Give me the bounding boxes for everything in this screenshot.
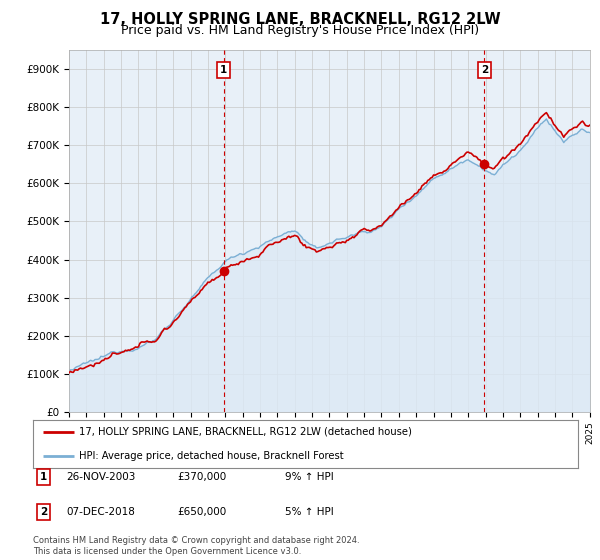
Text: 07-DEC-2018: 07-DEC-2018 <box>66 507 135 517</box>
Text: 5% ↑ HPI: 5% ↑ HPI <box>285 507 334 517</box>
Text: 9% ↑ HPI: 9% ↑ HPI <box>285 472 334 482</box>
Text: 1: 1 <box>40 472 47 482</box>
Text: 2: 2 <box>481 66 488 75</box>
Text: 1: 1 <box>220 66 227 75</box>
Text: £370,000: £370,000 <box>177 472 226 482</box>
Text: 26-NOV-2003: 26-NOV-2003 <box>66 472 136 482</box>
Text: 17, HOLLY SPRING LANE, BRACKNELL, RG12 2LW: 17, HOLLY SPRING LANE, BRACKNELL, RG12 2… <box>100 12 500 27</box>
Text: Price paid vs. HM Land Registry's House Price Index (HPI): Price paid vs. HM Land Registry's House … <box>121 24 479 37</box>
Text: 2: 2 <box>40 507 47 517</box>
Text: Contains HM Land Registry data © Crown copyright and database right 2024.
This d: Contains HM Land Registry data © Crown c… <box>33 536 359 556</box>
Text: 17, HOLLY SPRING LANE, BRACKNELL, RG12 2LW (detached house): 17, HOLLY SPRING LANE, BRACKNELL, RG12 2… <box>79 427 412 437</box>
Text: £650,000: £650,000 <box>177 507 226 517</box>
Text: HPI: Average price, detached house, Bracknell Forest: HPI: Average price, detached house, Brac… <box>79 451 344 461</box>
